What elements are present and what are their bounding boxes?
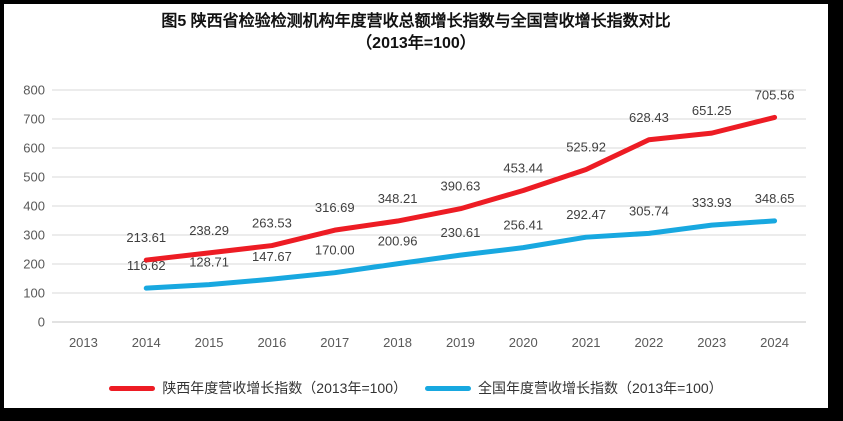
line-chart: 0 100 200 300 400 500 600 700 800 2013 2014 2015 201… [23, 83, 806, 350]
x-tick-label: 2021 [572, 335, 601, 350]
data-label-series-1: 256.41 [503, 218, 543, 233]
series-line-1 [143, 218, 778, 291]
x-tick-label: 2018 [383, 335, 412, 350]
data-label-series-0: 263.53 [252, 216, 292, 231]
legend-item-shaanxi: 陕西年度营收增长指数（2013年=100） [109, 378, 407, 398]
chart-title-block: 图5 陕西省检验检测机构年度营收总额增长指数与全国营收增长指数对比 （2013年… [4, 11, 828, 55]
x-tick-label: 2013 [69, 335, 98, 350]
data-label-series-1: 230.61 [441, 225, 481, 240]
data-label-series-1: 292.47 [566, 207, 606, 222]
series-line-0 [143, 114, 778, 263]
x-tick-label: 2023 [697, 335, 726, 350]
y-tick-label: 0 [38, 315, 45, 330]
data-label-series-1: 170.00 [315, 243, 355, 258]
data-label-series-0: 651.25 [692, 103, 732, 118]
x-tick-label: 2014 [132, 335, 161, 350]
data-label-series-0: 628.43 [629, 110, 669, 125]
x-tick-label: 2016 [257, 335, 286, 350]
chart-title: 图5 陕西省检验检测机构年度营收总额增长指数与全国营收增长指数对比 [161, 13, 671, 30]
x-tick-label: 2022 [634, 335, 663, 350]
data-label-series-1: 147.67 [252, 249, 292, 264]
data-label-series-0: 238.29 [189, 223, 229, 238]
data-label-series-1: 200.96 [378, 234, 418, 249]
chart-subtitle: （2013年=100） [356, 35, 476, 52]
data-label-series-0: 316.69 [315, 200, 355, 215]
legend: 陕西年度营收增长指数（2013年=100） 全国年度营收增长指数（2013年=1… [4, 378, 828, 398]
data-label-series-1: 128.71 [189, 255, 229, 270]
y-tick-label: 800 [23, 83, 45, 98]
data-label-series-1: 305.74 [629, 203, 669, 218]
x-tick-label: 2015 [195, 335, 224, 350]
y-tick-label: 700 [23, 112, 45, 127]
legend-label-shaanxi: 陕西年度营收增长指数（2013年=100） [162, 380, 407, 396]
data-label-series-1: 348.65 [755, 191, 795, 206]
data-label-series-0: 453.44 [503, 161, 543, 176]
y-tick-label: 200 [23, 257, 45, 272]
national-line-swatch [425, 385, 471, 391]
data-label-series-0: 390.63 [441, 179, 481, 194]
legend-label-national: 全国年度营收增长指数（2013年=100） [478, 380, 723, 396]
x-tick-label: 2020 [509, 335, 538, 350]
y-tick-label: 400 [23, 199, 45, 214]
shaanxi-line-swatch [109, 385, 156, 391]
data-label-series-1: 333.93 [692, 195, 732, 210]
data-label-series-0: 348.21 [378, 191, 418, 206]
x-tick-label: 2024 [760, 335, 789, 350]
data-label-series-1: 116.62 [127, 258, 166, 273]
y-tick-label: 600 [23, 141, 45, 156]
data-label-series-0: 525.92 [566, 139, 606, 154]
y-tick-label: 500 [23, 170, 45, 185]
y-tick-label: 100 [23, 286, 45, 301]
legend-item-national: 全国年度营收增长指数（2013年=100） [425, 378, 723, 398]
x-tick-label: 2017 [320, 335, 349, 350]
data-label-series-0: 705.56 [755, 87, 795, 102]
x-tick-label: 2019 [446, 335, 475, 350]
data-label-series-0: 213.61 [126, 230, 166, 245]
y-tick-label: 300 [23, 228, 45, 243]
